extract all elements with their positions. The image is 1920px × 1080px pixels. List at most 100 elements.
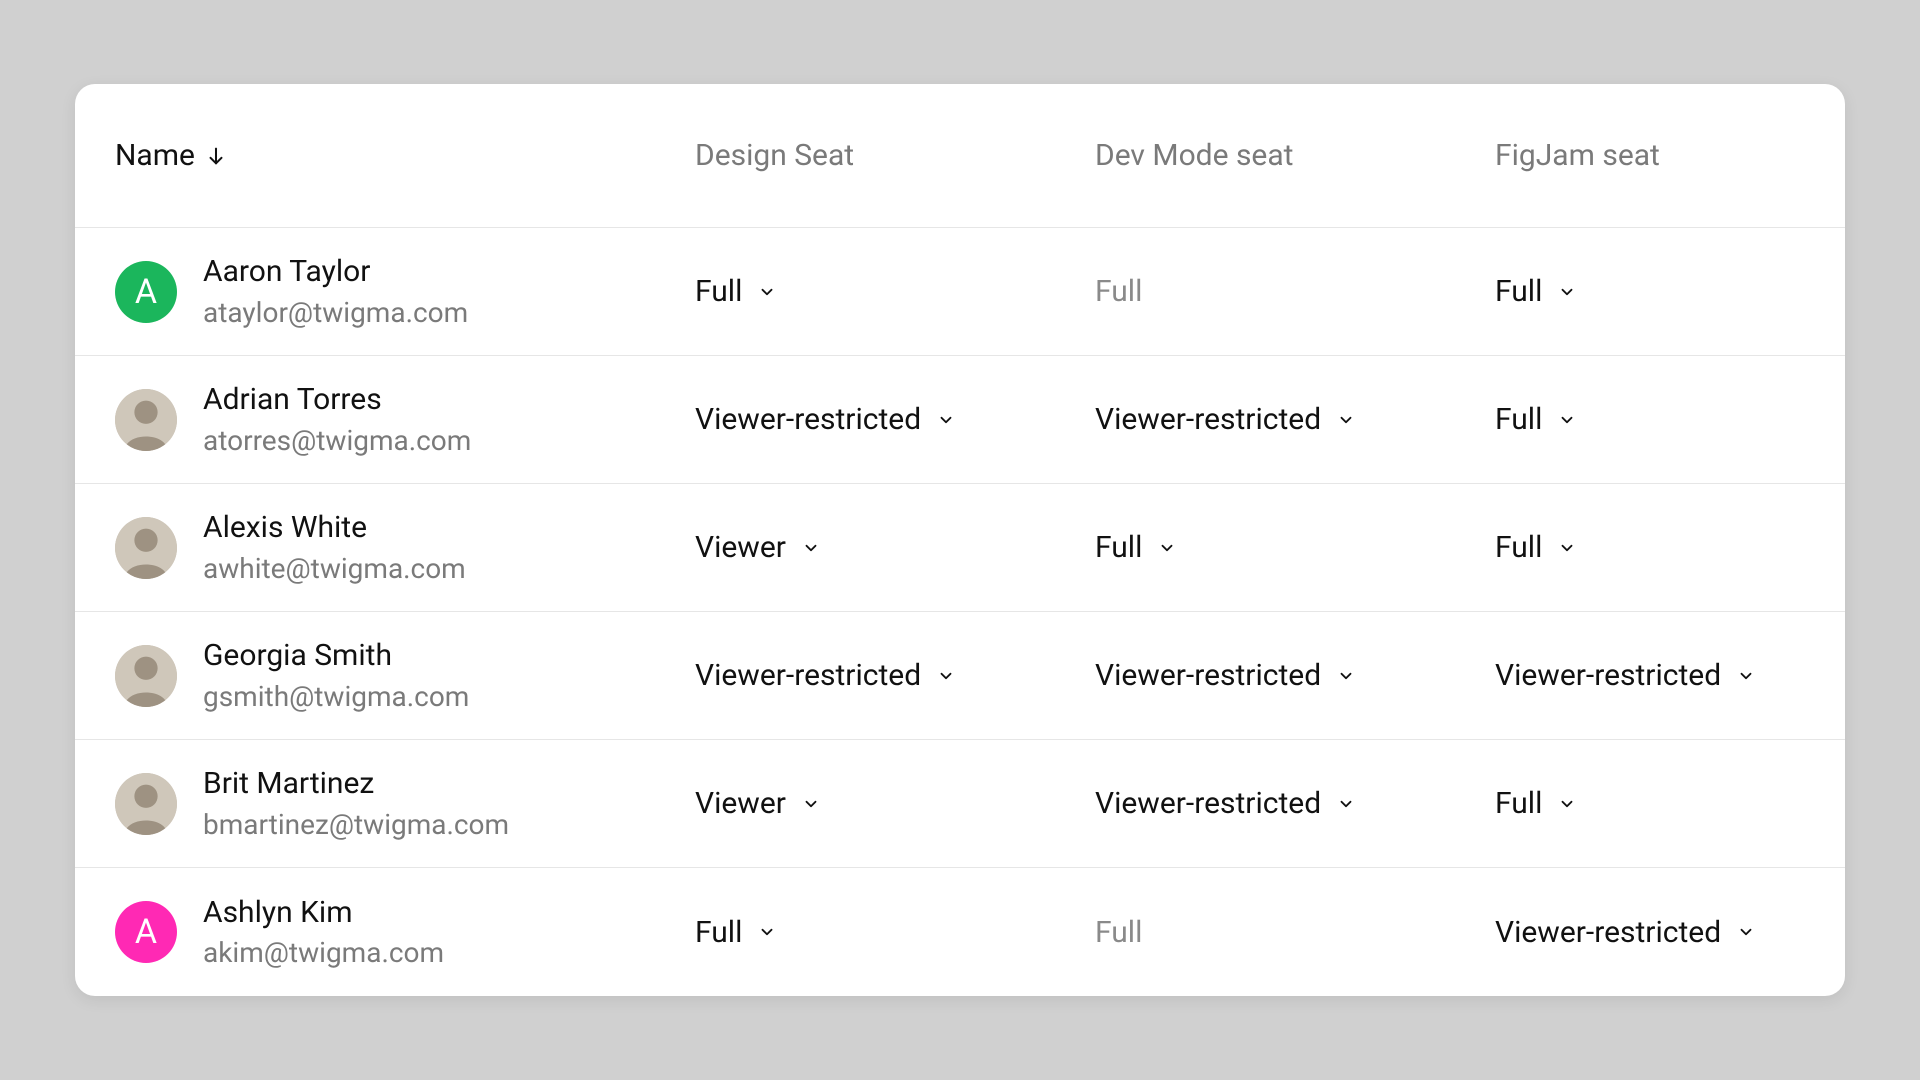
avatar-letter: A	[135, 272, 157, 312]
user-name: Aaron Taylor	[203, 253, 468, 291]
dev_mode_seat-select[interactable]: Viewer-restricted	[1095, 402, 1495, 437]
avatar: A	[115, 261, 177, 323]
design_seat-select[interactable]: Full	[695, 915, 1095, 950]
design_seat-value: Viewer-restricted	[695, 658, 921, 693]
table-row: Georgia Smith gsmith@twigma.com Viewer-res…	[75, 612, 1845, 740]
avatar: A	[115, 901, 177, 963]
user-name: Adrian Torres	[203, 381, 471, 419]
user-cell[interactable]: Adrian Torres atorres@twigma.com	[115, 381, 695, 458]
column-header-dev-mode-seat[interactable]: Dev Mode seat	[1095, 138, 1495, 173]
chevron-down-icon	[937, 411, 955, 429]
chevron-down-icon	[1337, 411, 1355, 429]
table-header-row: Name Design Seat Dev Mode seat FigJam se…	[75, 84, 1845, 228]
design_seat-value: Full	[695, 915, 742, 950]
figjam_seat-select[interactable]: Viewer-restricted	[1495, 658, 1805, 693]
dev_mode_seat-select: Full	[1095, 915, 1495, 950]
user-name-block: Ashlyn Kimakim@twigma.com	[203, 894, 444, 971]
avatar-letter: A	[135, 912, 157, 952]
chevron-down-icon	[1737, 667, 1755, 685]
chevron-down-icon	[1558, 539, 1576, 557]
user-name-block: Adrian Torres atorres@twigma.com	[203, 381, 471, 458]
chevron-down-icon	[1558, 411, 1576, 429]
column-header-design-seat-label: Design Seat	[695, 138, 854, 173]
user-name: Alexis White	[203, 509, 466, 547]
figjam_seat-value: Viewer-restricted	[1495, 658, 1721, 693]
table-row: Brit Martinez bmartinez@twigma.com Viewer V…	[75, 740, 1845, 868]
design_seat-select[interactable]: Viewer	[695, 530, 1095, 565]
column-header-name[interactable]: Name	[115, 138, 695, 173]
avatar	[115, 773, 177, 835]
dev_mode_seat-value: Viewer-restricted	[1095, 658, 1321, 693]
figjam_seat-select[interactable]: Viewer-restricted	[1495, 915, 1805, 950]
user-name-block: Brit Martinez bmartinez@twigma.com	[203, 765, 509, 842]
figjam_seat-value: Full	[1495, 530, 1542, 565]
avatar	[115, 517, 177, 579]
dev_mode_seat-value: Full	[1095, 274, 1142, 309]
design_seat-select[interactable]: Viewer	[695, 786, 1095, 821]
column-header-name-label: Name	[115, 138, 195, 173]
user-email: bmartinez@twigma.com	[203, 807, 509, 842]
design_seat-select[interactable]: Full	[695, 274, 1095, 309]
sort-descending-icon	[205, 145, 227, 167]
user-email: awhite@twigma.com	[203, 551, 466, 586]
figjam_seat-select[interactable]: Full	[1495, 530, 1805, 565]
figjam_seat-value: Full	[1495, 274, 1542, 309]
dev_mode_seat-value: Full	[1095, 530, 1142, 565]
chevron-down-icon	[1558, 795, 1576, 813]
column-header-design-seat[interactable]: Design Seat	[695, 138, 1095, 173]
chevron-down-icon	[758, 283, 776, 301]
dev_mode_seat-value: Full	[1095, 915, 1142, 950]
chevron-down-icon	[1737, 923, 1755, 941]
user-email: gsmith@twigma.com	[203, 679, 469, 714]
user-email: atorres@twigma.com	[203, 423, 471, 458]
user-name-block: Alexis White awhite@twigma.com	[203, 509, 466, 586]
chevron-down-icon	[758, 923, 776, 941]
design_seat-value: Viewer-restricted	[695, 402, 921, 437]
dev_mode_seat-value: Viewer-restricted	[1095, 402, 1321, 437]
design_seat-select[interactable]: Viewer-restricted	[695, 402, 1095, 437]
table-row: A Aaron Taylor ataylor@twigma.com Full Full F…	[75, 228, 1845, 356]
dev_mode_seat-value: Viewer-restricted	[1095, 786, 1321, 821]
design_seat-value: Full	[695, 274, 742, 309]
design_seat-value: Viewer	[695, 786, 786, 821]
design_seat-select[interactable]: Viewer-restricted	[695, 658, 1095, 693]
figjam_seat-value: Full	[1495, 402, 1542, 437]
column-header-dev-mode-seat-label: Dev Mode seat	[1095, 138, 1293, 173]
table-row: Alexis White awhite@twigma.com Viewer Full F…	[75, 484, 1845, 612]
design_seat-value: Viewer	[695, 530, 786, 565]
user-email: akim@twigma.com	[203, 935, 444, 970]
chevron-down-icon	[937, 667, 955, 685]
chevron-down-icon	[1337, 667, 1355, 685]
dev_mode_seat-select[interactable]: Viewer-restricted	[1095, 658, 1495, 693]
user-cell[interactable]: A Ashlyn Kimakim@twigma.com	[115, 894, 695, 971]
chevron-down-icon	[1158, 539, 1176, 557]
chevron-down-icon	[802, 795, 820, 813]
chevron-down-icon	[1337, 795, 1355, 813]
user-name-block: Georgia Smith gsmith@twigma.com	[203, 637, 469, 714]
user-name-block: Aaron Taylor ataylor@twigma.com	[203, 253, 468, 330]
column-header-figjam-seat[interactable]: FigJam seat	[1495, 138, 1805, 173]
chevron-down-icon	[802, 539, 820, 557]
user-name: Brit Martinez	[203, 765, 509, 803]
table-row: Adrian Torres atorres@twigma.com Viewer-re…	[75, 356, 1845, 484]
user-cell[interactable]: Georgia Smith gsmith@twigma.com	[115, 637, 695, 714]
avatar	[115, 389, 177, 451]
figjam_seat-select[interactable]: Full	[1495, 274, 1805, 309]
figjam_seat-value: Full	[1495, 786, 1542, 821]
figjam_seat-select[interactable]: Full	[1495, 786, 1805, 821]
figjam_seat-value: Viewer-restricted	[1495, 915, 1721, 950]
chevron-down-icon	[1558, 283, 1576, 301]
figjam_seat-select[interactable]: Full	[1495, 402, 1805, 437]
dev_mode_seat-select[interactable]: Full	[1095, 530, 1495, 565]
user-email: ataylor@twigma.com	[203, 295, 468, 330]
avatar	[115, 645, 177, 707]
user-cell[interactable]: Alexis White awhite@twigma.com	[115, 509, 695, 586]
dev_mode_seat-select: Full	[1095, 274, 1495, 309]
dev_mode_seat-select[interactable]: Viewer-restricted	[1095, 786, 1495, 821]
column-header-figjam-seat-label: FigJam seat	[1495, 138, 1660, 173]
user-cell[interactable]: A Aaron Taylor ataylor@twigma.com	[115, 253, 695, 330]
user-cell[interactable]: Brit Martinez bmartinez@twigma.com	[115, 765, 695, 842]
user-seats-table: Name Design Seat Dev Mode seat FigJam se…	[75, 84, 1845, 996]
user-name: Georgia Smith	[203, 637, 469, 675]
user-name: Ashlyn Kim	[203, 894, 444, 932]
